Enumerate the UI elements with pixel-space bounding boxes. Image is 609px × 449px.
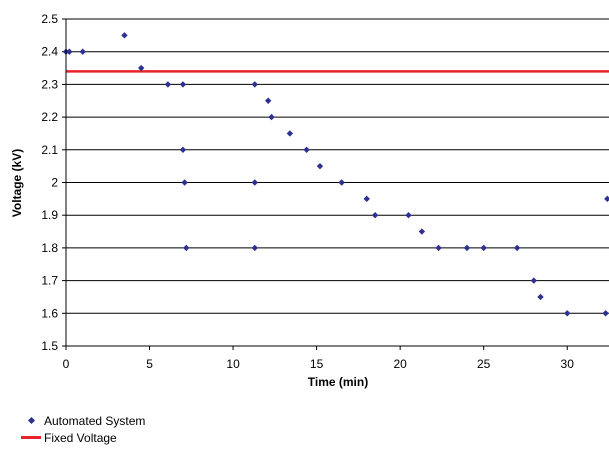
- data-point: [371, 212, 379, 219]
- data-point: [338, 179, 345, 186]
- data-point: [435, 244, 442, 252]
- data-point: [604, 195, 609, 203]
- legend-diamond-icon: [18, 416, 44, 425]
- data-point: [251, 179, 258, 186]
- x-axis-title: Time (min): [308, 375, 368, 389]
- data-point: [564, 310, 571, 317]
- x-tick-label: 5: [146, 357, 153, 371]
- legend-label-fixed-voltage: Fixed Voltage: [44, 430, 117, 445]
- y-tick-label: 1.5: [41, 339, 58, 353]
- data-point: [286, 130, 294, 137]
- y-tick-label: 1.6: [41, 306, 58, 320]
- y-tick-label: 2.3: [41, 77, 58, 91]
- legend-label-automated-system: Automated System: [44, 413, 146, 428]
- legend-item-fixed-voltage: Fixed Voltage: [18, 429, 145, 446]
- data-point: [79, 48, 86, 55]
- data-point: [66, 48, 73, 55]
- data-point: [264, 97, 272, 104]
- data-point: [137, 64, 145, 72]
- data-point: [418, 228, 426, 235]
- y-tick-label: 2.4: [41, 45, 58, 59]
- data-point: [480, 244, 487, 252]
- data-point: [181, 179, 188, 186]
- automated-system-series: [62, 32, 609, 317]
- data-point: [303, 146, 310, 153]
- y-tick-label: 2.1: [41, 143, 58, 157]
- x-tick-label: 10: [226, 357, 240, 371]
- legend-item-automated-system: Automated System: [18, 412, 145, 429]
- data-point: [316, 162, 324, 170]
- data-point: [405, 212, 412, 219]
- y-tick-label: 1.9: [41, 208, 58, 222]
- x-tick-label: 30: [561, 357, 575, 371]
- data-point: [251, 244, 258, 252]
- data-point: [268, 113, 275, 121]
- x-tick-label: 25: [477, 357, 491, 371]
- data-point: [121, 32, 128, 39]
- y-tick-label: 1.7: [41, 274, 58, 288]
- data-point: [164, 81, 172, 88]
- x-tick-labels: 0 5 10 15 20 25 30: [63, 346, 575, 371]
- data-point: [179, 81, 187, 88]
- y-tick-label: 1.8: [41, 241, 58, 255]
- legend-line-icon: [18, 436, 44, 439]
- y-axis-title: Voltage (kV): [10, 149, 24, 217]
- y-tick-label: 2.5: [41, 12, 58, 26]
- x-tick-label: 20: [393, 357, 407, 371]
- data-point: [530, 277, 538, 284]
- data-point: [537, 293, 544, 301]
- data-point: [513, 244, 521, 252]
- x-tick-label: 0: [63, 357, 70, 371]
- chart: 1.5 1.6 1.7 1.8 1.9 2 2.1 2.2 2.3 2.4 2.5 0 5 10 15 20…: [10, 12, 609, 389]
- data-point: [602, 310, 609, 317]
- data-point: [179, 146, 187, 153]
- data-point: [463, 244, 471, 252]
- y-tick-labels: 1.5 1.6 1.7 1.8 1.9 2 2.1 2.2 2.3 2.4 2.5: [41, 12, 66, 353]
- data-point: [363, 195, 370, 203]
- y-tick-label: 2: [51, 176, 58, 190]
- x-tick-label: 15: [310, 357, 324, 371]
- y-tick-label: 2.2: [41, 110, 58, 124]
- data-point: [183, 244, 190, 252]
- data-point: [251, 81, 258, 88]
- grid-lines: [66, 18, 609, 347]
- legend: Automated System Fixed Voltage: [18, 412, 145, 446]
